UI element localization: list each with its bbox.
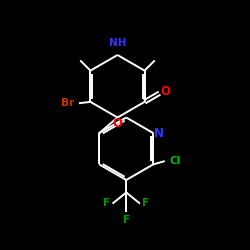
Text: NH: NH [109, 38, 126, 48]
Text: Cl: Cl [169, 156, 180, 166]
Text: O: O [160, 84, 170, 98]
Text: F: F [103, 198, 110, 208]
Text: F: F [123, 215, 130, 225]
Text: Br: Br [60, 98, 74, 108]
Text: F: F [142, 198, 150, 208]
Text: O: O [112, 117, 122, 130]
Text: N: N [154, 126, 164, 140]
